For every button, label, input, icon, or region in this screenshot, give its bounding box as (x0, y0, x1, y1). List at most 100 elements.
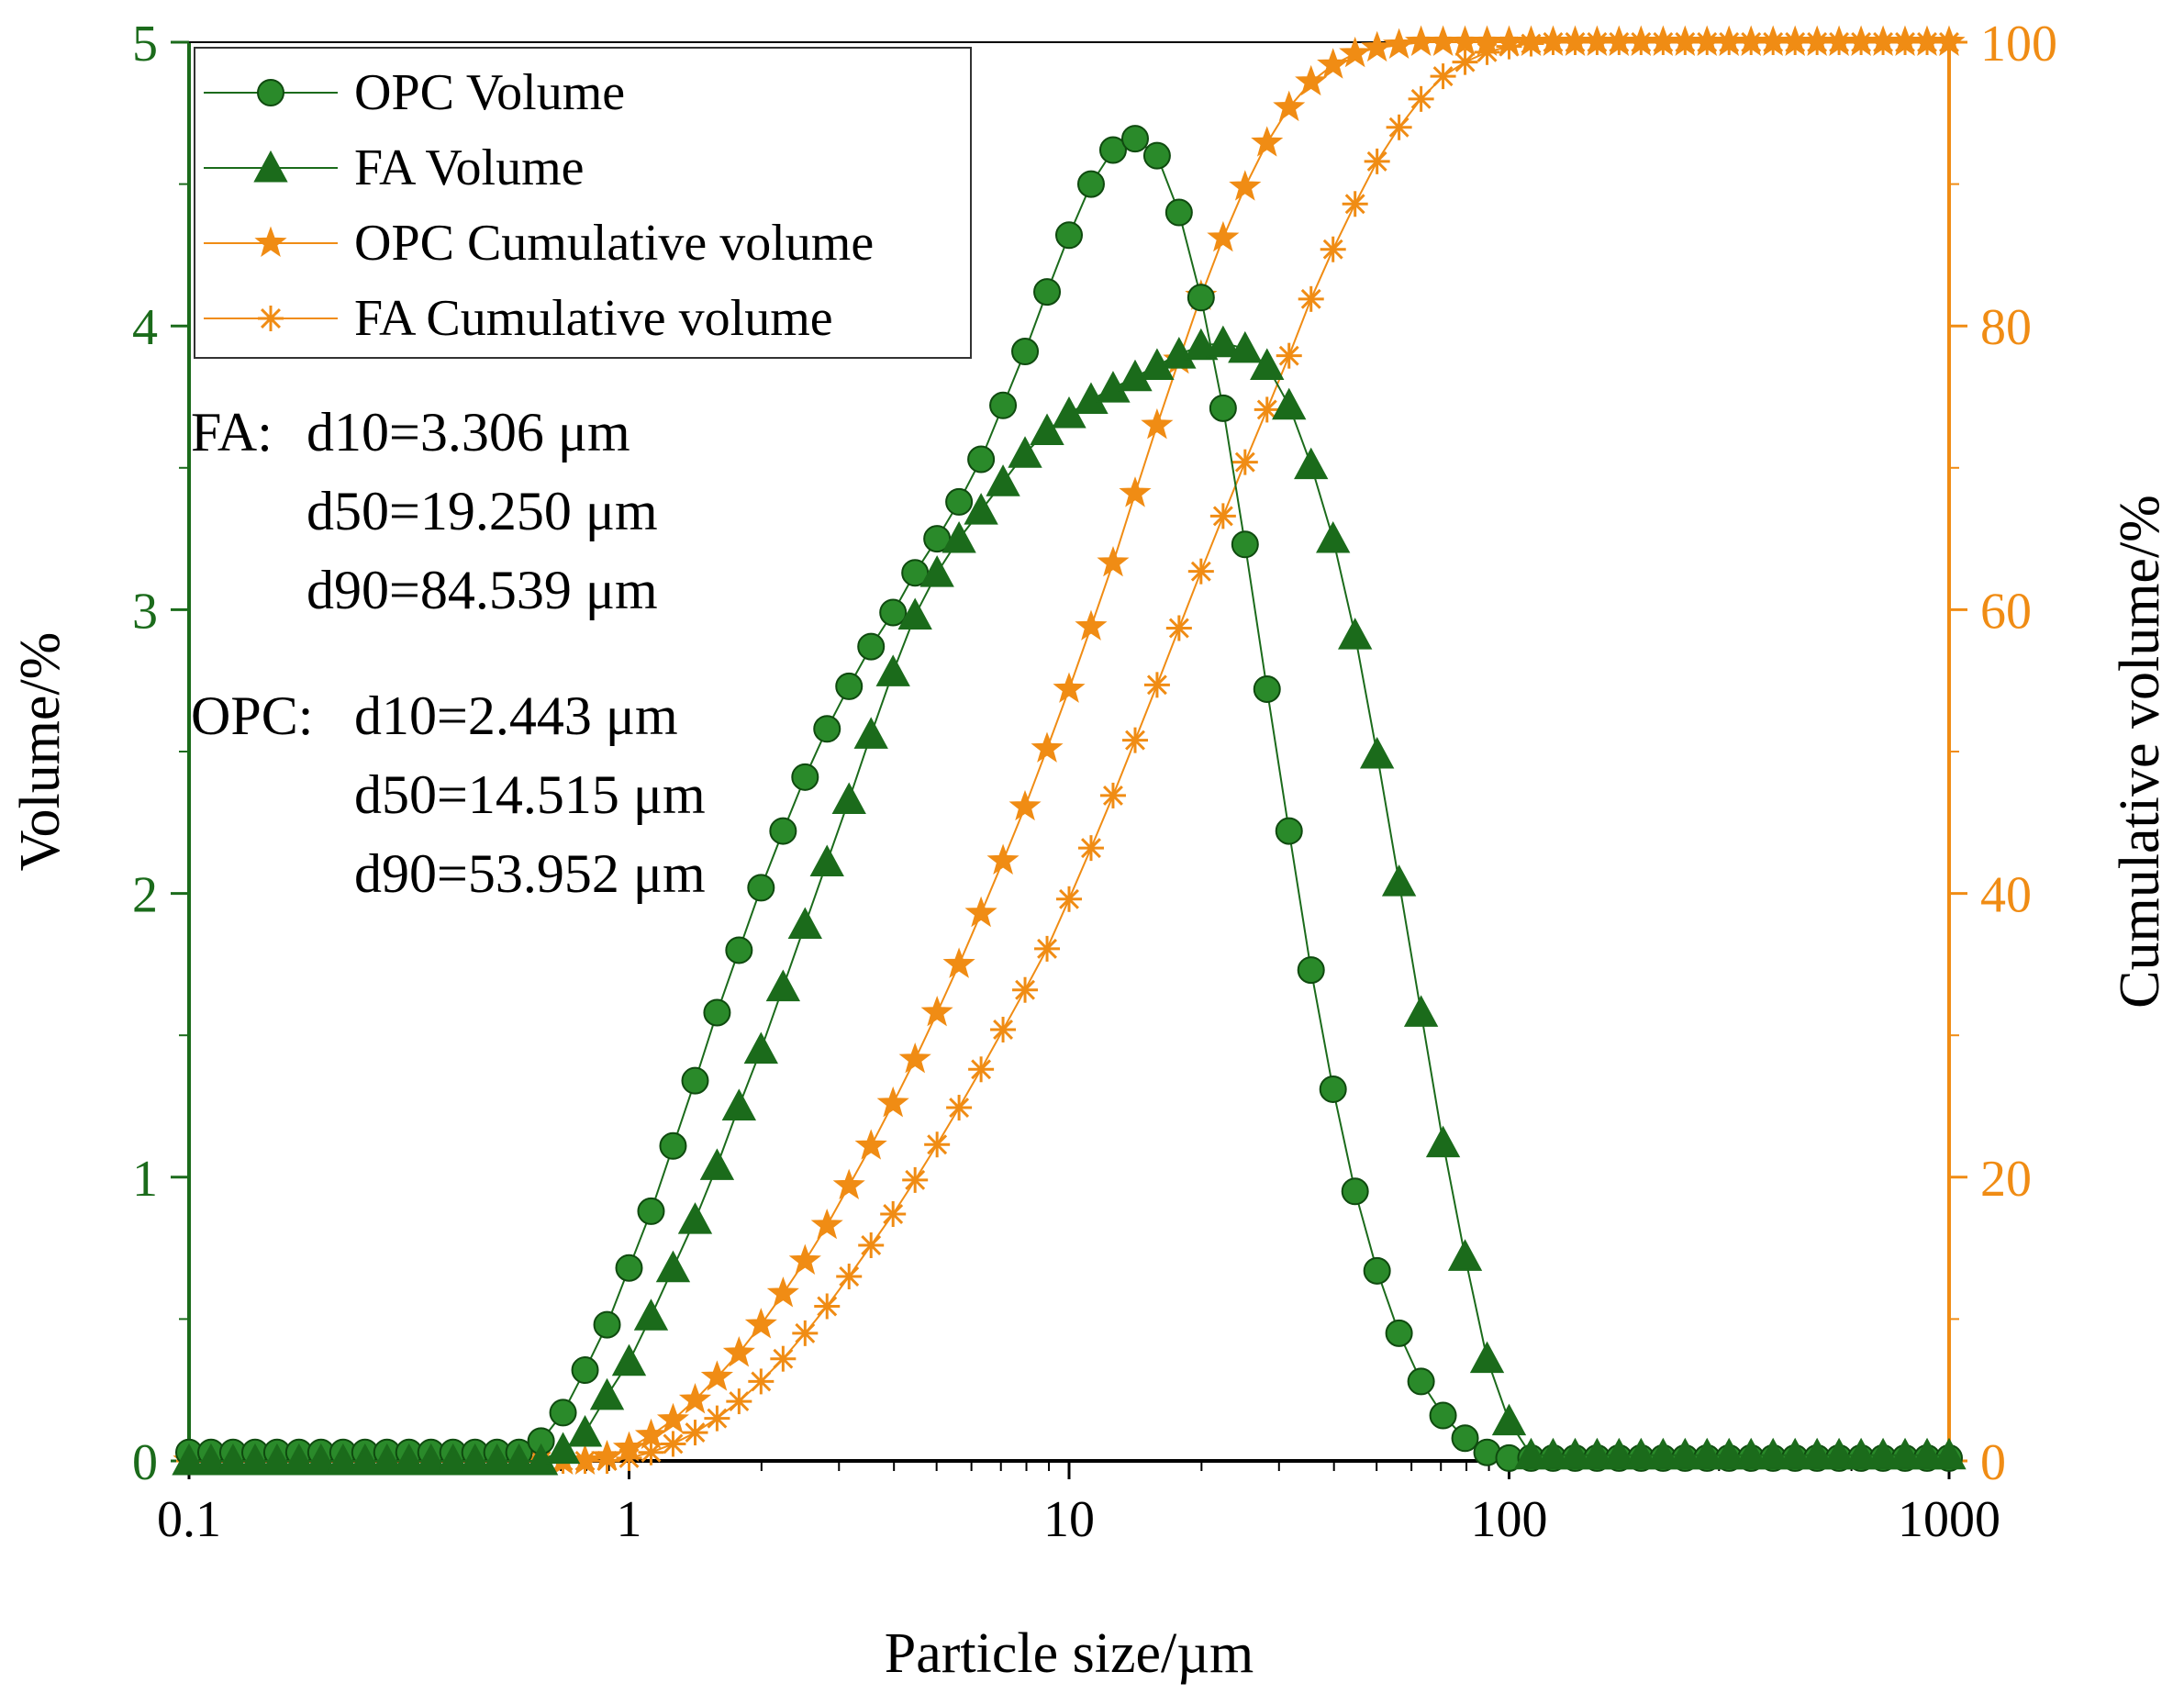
data-point-opc-volume (549, 1399, 577, 1427)
data-point-opc-cumulative-volume (964, 896, 997, 928)
data-point-opc-volume (1407, 1367, 1435, 1396)
data-point-opc-cumulative-volume (1053, 672, 1086, 703)
data-point-opc-volume (593, 1310, 621, 1339)
data-point-fa-cumulative-volume (1276, 342, 1302, 369)
data-point-opc-volume (1319, 1075, 1347, 1103)
fa-annotation-label: FA: (191, 402, 273, 463)
asterisk-stroke (1476, 41, 1498, 62)
fa-d10: d10=3.306 μm (306, 402, 630, 463)
data-point-fa-cumulative-volume (1694, 29, 1721, 55)
data-point-fa-volume (370, 1443, 405, 1476)
data-point-fa-volume (765, 969, 801, 1002)
asterisk-stroke (1895, 32, 1916, 52)
data-point-opc-volume (1076, 170, 1105, 198)
asterisk-stroke (1081, 838, 1101, 859)
data-point-fa-volume (589, 1377, 625, 1410)
asterisk-stroke (1719, 32, 1740, 52)
data-point-opc-cumulative-volume (810, 1208, 843, 1240)
data-point-fa-cumulative-volume (1254, 396, 1280, 423)
asterisk-stroke (883, 1204, 904, 1224)
data-point-fa-cumulative-volume (1650, 29, 1677, 55)
asterisk-stroke (1675, 32, 1696, 52)
data-point-fa-volume (942, 520, 976, 553)
data-point-opc-cumulative-volume (788, 1243, 821, 1275)
y-right-axis-title: Cumulative volume/% (2109, 495, 2171, 1009)
data-point-opc-cumulative-volume (898, 1042, 931, 1074)
data-point-fa-volume (1228, 330, 1263, 363)
data-point-fa-volume (1557, 1437, 1593, 1470)
data-point-fa-volume (458, 1443, 493, 1476)
data-point-opc-cumulative-volume (1075, 609, 1108, 641)
data-point-opc-volume (1120, 125, 1149, 153)
x-tick-label: 100 (1471, 1491, 1548, 1548)
legend-marker-sample (258, 306, 284, 331)
data-point-fa-volume (1206, 325, 1241, 358)
series-fa-volume (172, 325, 1967, 1476)
data-point-fa-volume (1579, 1437, 1615, 1470)
data-point-fa-volume (1645, 1437, 1681, 1470)
y-right-tick-label: 0 (1980, 1434, 2006, 1491)
data-point-fa-volume (1777, 1437, 1812, 1470)
data-point-fa-cumulative-volume (770, 1345, 797, 1372)
asterisk-stroke (1454, 51, 1476, 72)
asterisk-stroke (618, 1447, 640, 1468)
asterisk-stroke (1829, 32, 1850, 52)
data-point-fa-cumulative-volume (1187, 558, 1214, 585)
data-point-fa-volume (1491, 1403, 1527, 1436)
data-point-opc-cumulative-volume (1119, 476, 1152, 507)
y-left-tick-label: 3 (132, 583, 158, 640)
data-point-fa-volume (567, 1414, 603, 1447)
data-point-fa-cumulative-volume (1077, 835, 1104, 862)
data-point-fa-volume (326, 1443, 361, 1476)
data-point-fa-cumulative-volume (1914, 29, 1941, 55)
data-point-opc-cumulative-volume (920, 996, 953, 1027)
data-point-fa-volume (304, 1443, 339, 1476)
legend-entry-opc-volume: OPC Volume (354, 64, 625, 121)
data-point-fa-volume (1844, 1437, 1878, 1470)
y-left-tick-label: 2 (132, 867, 158, 924)
asterisk-stroke (795, 1322, 816, 1343)
data-point-fa-volume (919, 555, 954, 587)
asterisk-stroke (1234, 451, 1255, 473)
asterisk-stroke (949, 1098, 970, 1119)
fa-d90: d90=84.539 μm (306, 560, 658, 620)
opc-d10: d10=2.443 μm (354, 685, 678, 746)
data-point-opc-volume (1055, 221, 1083, 250)
data-point-fa-cumulative-volume (902, 1166, 929, 1193)
asterisk-stroke (1873, 32, 1894, 52)
asterisk-stroke (1300, 288, 1321, 309)
data-point-opc-volume (747, 874, 775, 902)
data-point-fa-volume (238, 1443, 273, 1476)
data-point-fa-volume (1316, 520, 1351, 553)
asterisk-stroke (1059, 888, 1079, 909)
x-tick-label: 1 (617, 1491, 642, 1548)
data-point-opc-volume (703, 998, 731, 1027)
psd-annotations: FA: d10=3.306 μm d50=19.250 μm d90=84.53… (191, 402, 706, 904)
data-point-fa-cumulative-volume (1738, 29, 1765, 55)
data-point-fa-volume (216, 1443, 251, 1476)
asterisk-stroke (1410, 88, 1432, 109)
data-point-opc-volume (1033, 278, 1062, 306)
data-point-fa-volume (1469, 1341, 1505, 1374)
data-point-fa-cumulative-volume (814, 1293, 841, 1320)
asterisk-stroke (1168, 618, 1189, 639)
legend-samples (204, 79, 338, 331)
data-point-fa-volume (545, 1432, 581, 1465)
data-point-fa-volume (1381, 864, 1417, 897)
legend-entry-fa-cumulative: FA Cumulative volume (354, 290, 833, 347)
asterisk-stroke (1521, 33, 1542, 54)
data-point-fa-volume (172, 1443, 206, 1476)
data-point-fa-volume (699, 1148, 735, 1180)
data-point-opc-volume (1098, 136, 1127, 164)
data-point-fa-volume (1932, 1437, 1967, 1470)
data-point-fa-volume (1008, 436, 1042, 468)
data-point-fa-volume (1030, 413, 1064, 446)
data-point-opc-volume (1363, 1256, 1391, 1285)
asterisk-stroke (1256, 399, 1277, 420)
data-point-fa-volume (1447, 1239, 1483, 1271)
data-point-opc-volume (879, 598, 908, 627)
data-point-fa-volume (1733, 1437, 1768, 1470)
asterisk-stroke (1432, 66, 1454, 87)
data-point-opc-volume (857, 632, 886, 661)
asterisk-stroke (1344, 194, 1365, 215)
